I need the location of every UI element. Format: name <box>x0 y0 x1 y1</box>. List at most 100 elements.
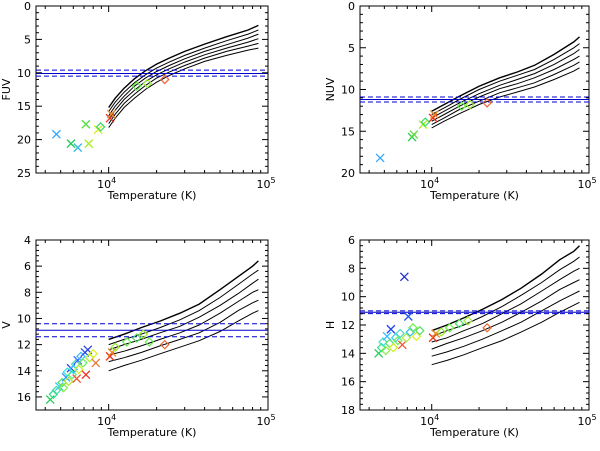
x-axis-label: Temperature (K) <box>107 189 197 202</box>
data-point-cross <box>81 119 91 129</box>
model-curve <box>108 299 259 363</box>
plot-frame <box>359 5 590 174</box>
y-tick-label: 0 <box>24 0 31 13</box>
model-curve <box>108 289 259 356</box>
data-point-diamond <box>58 382 69 393</box>
x-tick-label: 104 <box>97 176 116 191</box>
data-point-diamond <box>376 342 387 353</box>
x-tick-label: 105 <box>577 413 596 428</box>
y-tick-label: 16 <box>341 376 355 389</box>
data-point-cross <box>91 358 101 368</box>
model-curve <box>431 55 580 122</box>
data-point-cross <box>107 348 117 357</box>
data-point-diamond <box>88 348 99 359</box>
x-axis-label: Temperature (K) <box>429 189 519 202</box>
data-point-diamond <box>405 327 416 337</box>
y-tick-label: 18 <box>341 404 355 417</box>
data-point-diamond <box>159 74 170 85</box>
data-point-cross <box>73 143 83 153</box>
model-curve <box>108 47 259 128</box>
y-tick-label: 12 <box>341 319 355 332</box>
y-tick-label: 10 <box>17 67 31 80</box>
x-tick-label: 105 <box>256 176 275 191</box>
data-point-diamond <box>51 385 62 396</box>
x-tick-label: 105 <box>256 413 275 428</box>
plot-data-area <box>360 245 589 366</box>
model-curve <box>431 48 580 119</box>
data-point-diamond <box>454 318 465 329</box>
model-curve <box>108 29 259 112</box>
x-tick-label: 104 <box>97 413 116 428</box>
y-axis-label: NUV <box>324 77 337 101</box>
data-point-diamond <box>420 117 431 127</box>
y-tick-label: 4 <box>24 234 31 247</box>
data-point-diamond <box>465 99 475 110</box>
data-point-diamond <box>393 335 403 346</box>
x-tick-label: 104 <box>420 176 439 191</box>
data-point-cross <box>399 272 409 282</box>
plot-frame <box>35 5 269 174</box>
y-tick-label: 0 <box>348 0 355 13</box>
data-point-diamond <box>67 369 77 380</box>
y-tick-label: 15 <box>17 100 31 113</box>
data-point-cross <box>106 109 116 119</box>
y-tick-label: 5 <box>24 33 31 46</box>
data-point-cross <box>93 125 103 135</box>
data-point-diamond <box>395 328 405 339</box>
panel-top-left: 0 5 10 15 20 25 104 105 Temperature (K) FUV <box>0 0 276 202</box>
data-point-diamond <box>142 78 153 89</box>
data-point-diamond <box>408 322 418 333</box>
y-tick-label: 10 <box>341 291 355 304</box>
y-tick-label: 10 <box>341 84 355 97</box>
y-tick-label: 14 <box>341 347 355 360</box>
x-axis-label: Temperature (K) <box>107 426 197 439</box>
data-point-diamond <box>73 364 84 375</box>
y-tick-label: 25 <box>17 167 31 180</box>
data-point-cross <box>375 153 385 163</box>
panel-bottom-left: 4 6 8 10 12 14 16 104 105 Temperature (K) V <box>0 234 276 439</box>
data-point-cross <box>409 130 419 140</box>
x-axis-label: Temperature (K) <box>429 426 519 439</box>
y-tick-label: 6 <box>24 260 31 273</box>
model-curve <box>431 43 580 115</box>
model-curve <box>108 310 259 372</box>
model-curve <box>431 61 580 126</box>
data-point-diamond <box>384 338 395 349</box>
model-curve <box>108 38 259 120</box>
data-point-diamond <box>78 358 88 368</box>
data-point-diamond <box>380 345 391 356</box>
data-point-cross <box>428 333 438 343</box>
data-point-cross <box>429 110 439 120</box>
y-axis-label: V <box>0 321 13 329</box>
plot-data-area <box>360 36 589 163</box>
data-point-diamond <box>401 332 412 343</box>
data-point-diamond <box>414 325 425 336</box>
y-axis-label: H <box>324 321 337 329</box>
data-point-diamond <box>159 339 170 350</box>
data-point-cross <box>397 340 407 350</box>
model-curve <box>431 267 580 343</box>
data-point-diamond <box>388 342 399 353</box>
plot-data-area <box>36 260 268 404</box>
plot-data-area <box>36 24 268 153</box>
data-point-diamond <box>131 81 142 92</box>
data-point-diamond <box>138 329 149 340</box>
data-point-diamond <box>95 122 106 132</box>
data-point-cross <box>403 312 413 321</box>
model-curve <box>108 260 259 341</box>
y-tick-label: 10 <box>17 312 31 325</box>
data-point-diamond <box>482 322 492 333</box>
data-point-diamond <box>131 333 142 343</box>
y-axis-label: FUV <box>0 78 13 100</box>
panel-top-right: 0 5 10 15 20 104 105 Temperature (K) NUV <box>324 0 597 202</box>
data-point-diamond <box>63 376 74 387</box>
data-point-diamond <box>436 327 447 337</box>
y-tick-label: 8 <box>24 286 31 299</box>
x-tick-label: 105 <box>577 176 596 191</box>
data-point-diamond <box>482 98 492 108</box>
model-curve <box>431 301 580 366</box>
y-tick-label: 15 <box>341 125 355 138</box>
y-tick-label: 12 <box>17 339 31 352</box>
model-curve <box>108 278 259 351</box>
